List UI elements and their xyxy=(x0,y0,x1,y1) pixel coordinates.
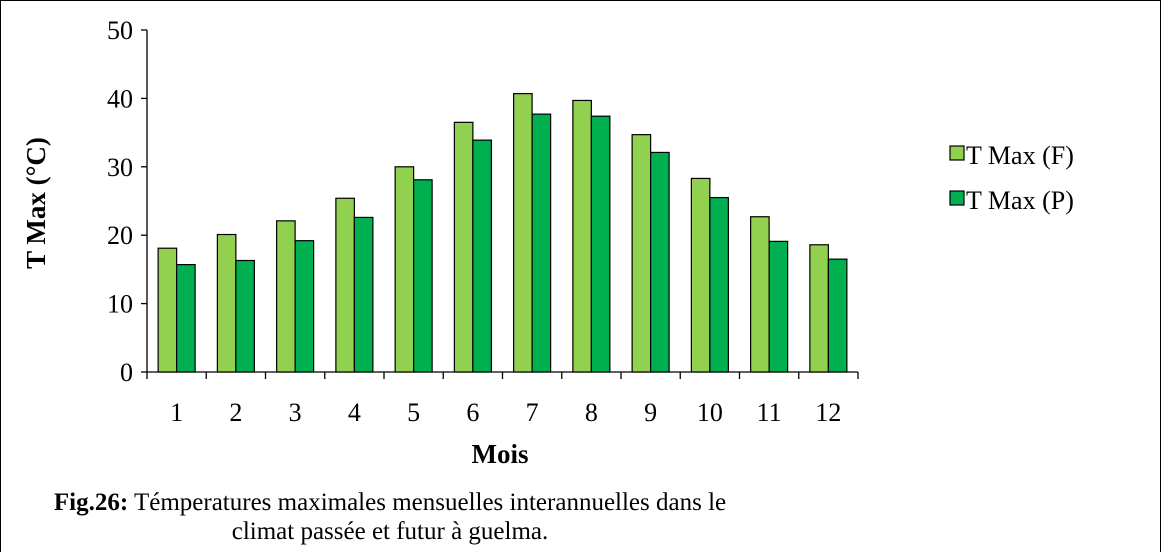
y-tick-label: 0 xyxy=(120,358,133,387)
y-tick-label: 50 xyxy=(107,16,133,45)
x-tick-label: 10 xyxy=(697,398,723,427)
x-tick-label: 6 xyxy=(466,398,479,427)
bar-p-3 xyxy=(294,240,315,373)
bar-f-10 xyxy=(690,177,711,373)
legend-label: T Max (F) xyxy=(966,141,1074,170)
chart-legend: T Max (F) T Max (P) xyxy=(949,141,1074,215)
x-tick-label: 7 xyxy=(526,398,539,427)
x-tick-label: 4 xyxy=(348,398,361,427)
bar-p-4 xyxy=(353,216,374,373)
y-tick-label: 30 xyxy=(107,153,133,182)
x-tick-label: 2 xyxy=(229,398,242,427)
legend-label: T Max (P) xyxy=(966,186,1074,215)
bar-f-4 xyxy=(335,197,355,373)
y-tick-label: 20 xyxy=(107,221,133,250)
x-tick-label: 5 xyxy=(407,398,420,427)
x-tick-label: 8 xyxy=(585,398,598,427)
bar-p-7 xyxy=(531,113,552,373)
bar-p-10 xyxy=(709,196,729,373)
caption-text-line2: climat passée et futur à guelma. xyxy=(231,518,549,545)
bar-f-8 xyxy=(572,99,592,373)
bar-f-7 xyxy=(513,93,533,373)
chart-bars xyxy=(157,93,848,373)
bar-p-1 xyxy=(176,264,196,373)
bar-f-12 xyxy=(809,244,829,373)
x-tick-label: 12 xyxy=(815,398,841,427)
bar-f-9 xyxy=(631,134,652,373)
legend-swatch xyxy=(949,145,965,161)
x-tick-label: 3 xyxy=(289,398,302,427)
bar-p-9 xyxy=(650,151,670,373)
bar-p-12 xyxy=(827,258,848,373)
x-tick-label: 11 xyxy=(757,398,782,427)
bar-f-3 xyxy=(276,220,296,373)
y-tick-label: 10 xyxy=(107,290,133,319)
x-tick-label: 9 xyxy=(644,398,657,427)
x-tick-label: 1 xyxy=(170,398,183,427)
bar-p-2 xyxy=(235,259,255,373)
y-tick-label: 40 xyxy=(107,84,133,113)
figure-caption: Fig.26: Témperatures maximales mensuelle… xyxy=(0,488,780,546)
bar-p-6 xyxy=(472,139,492,373)
y-axis-label: T Max (°C) xyxy=(21,137,51,269)
bar-f-1 xyxy=(157,247,178,373)
bar-f-2 xyxy=(216,233,237,373)
caption-text-line1: Témperatures maximales mensuelles intera… xyxy=(133,489,727,516)
caption-label: Fig.26: xyxy=(53,489,129,516)
x-axis-label: Mois xyxy=(472,439,529,469)
bar-p-5 xyxy=(413,179,433,373)
bar-f-6 xyxy=(453,121,474,373)
bar-f-5 xyxy=(394,166,415,373)
legend-swatch xyxy=(949,190,965,206)
bar-p-8 xyxy=(590,115,611,373)
bar-p-11 xyxy=(768,240,789,373)
bar-f-11 xyxy=(750,216,770,373)
